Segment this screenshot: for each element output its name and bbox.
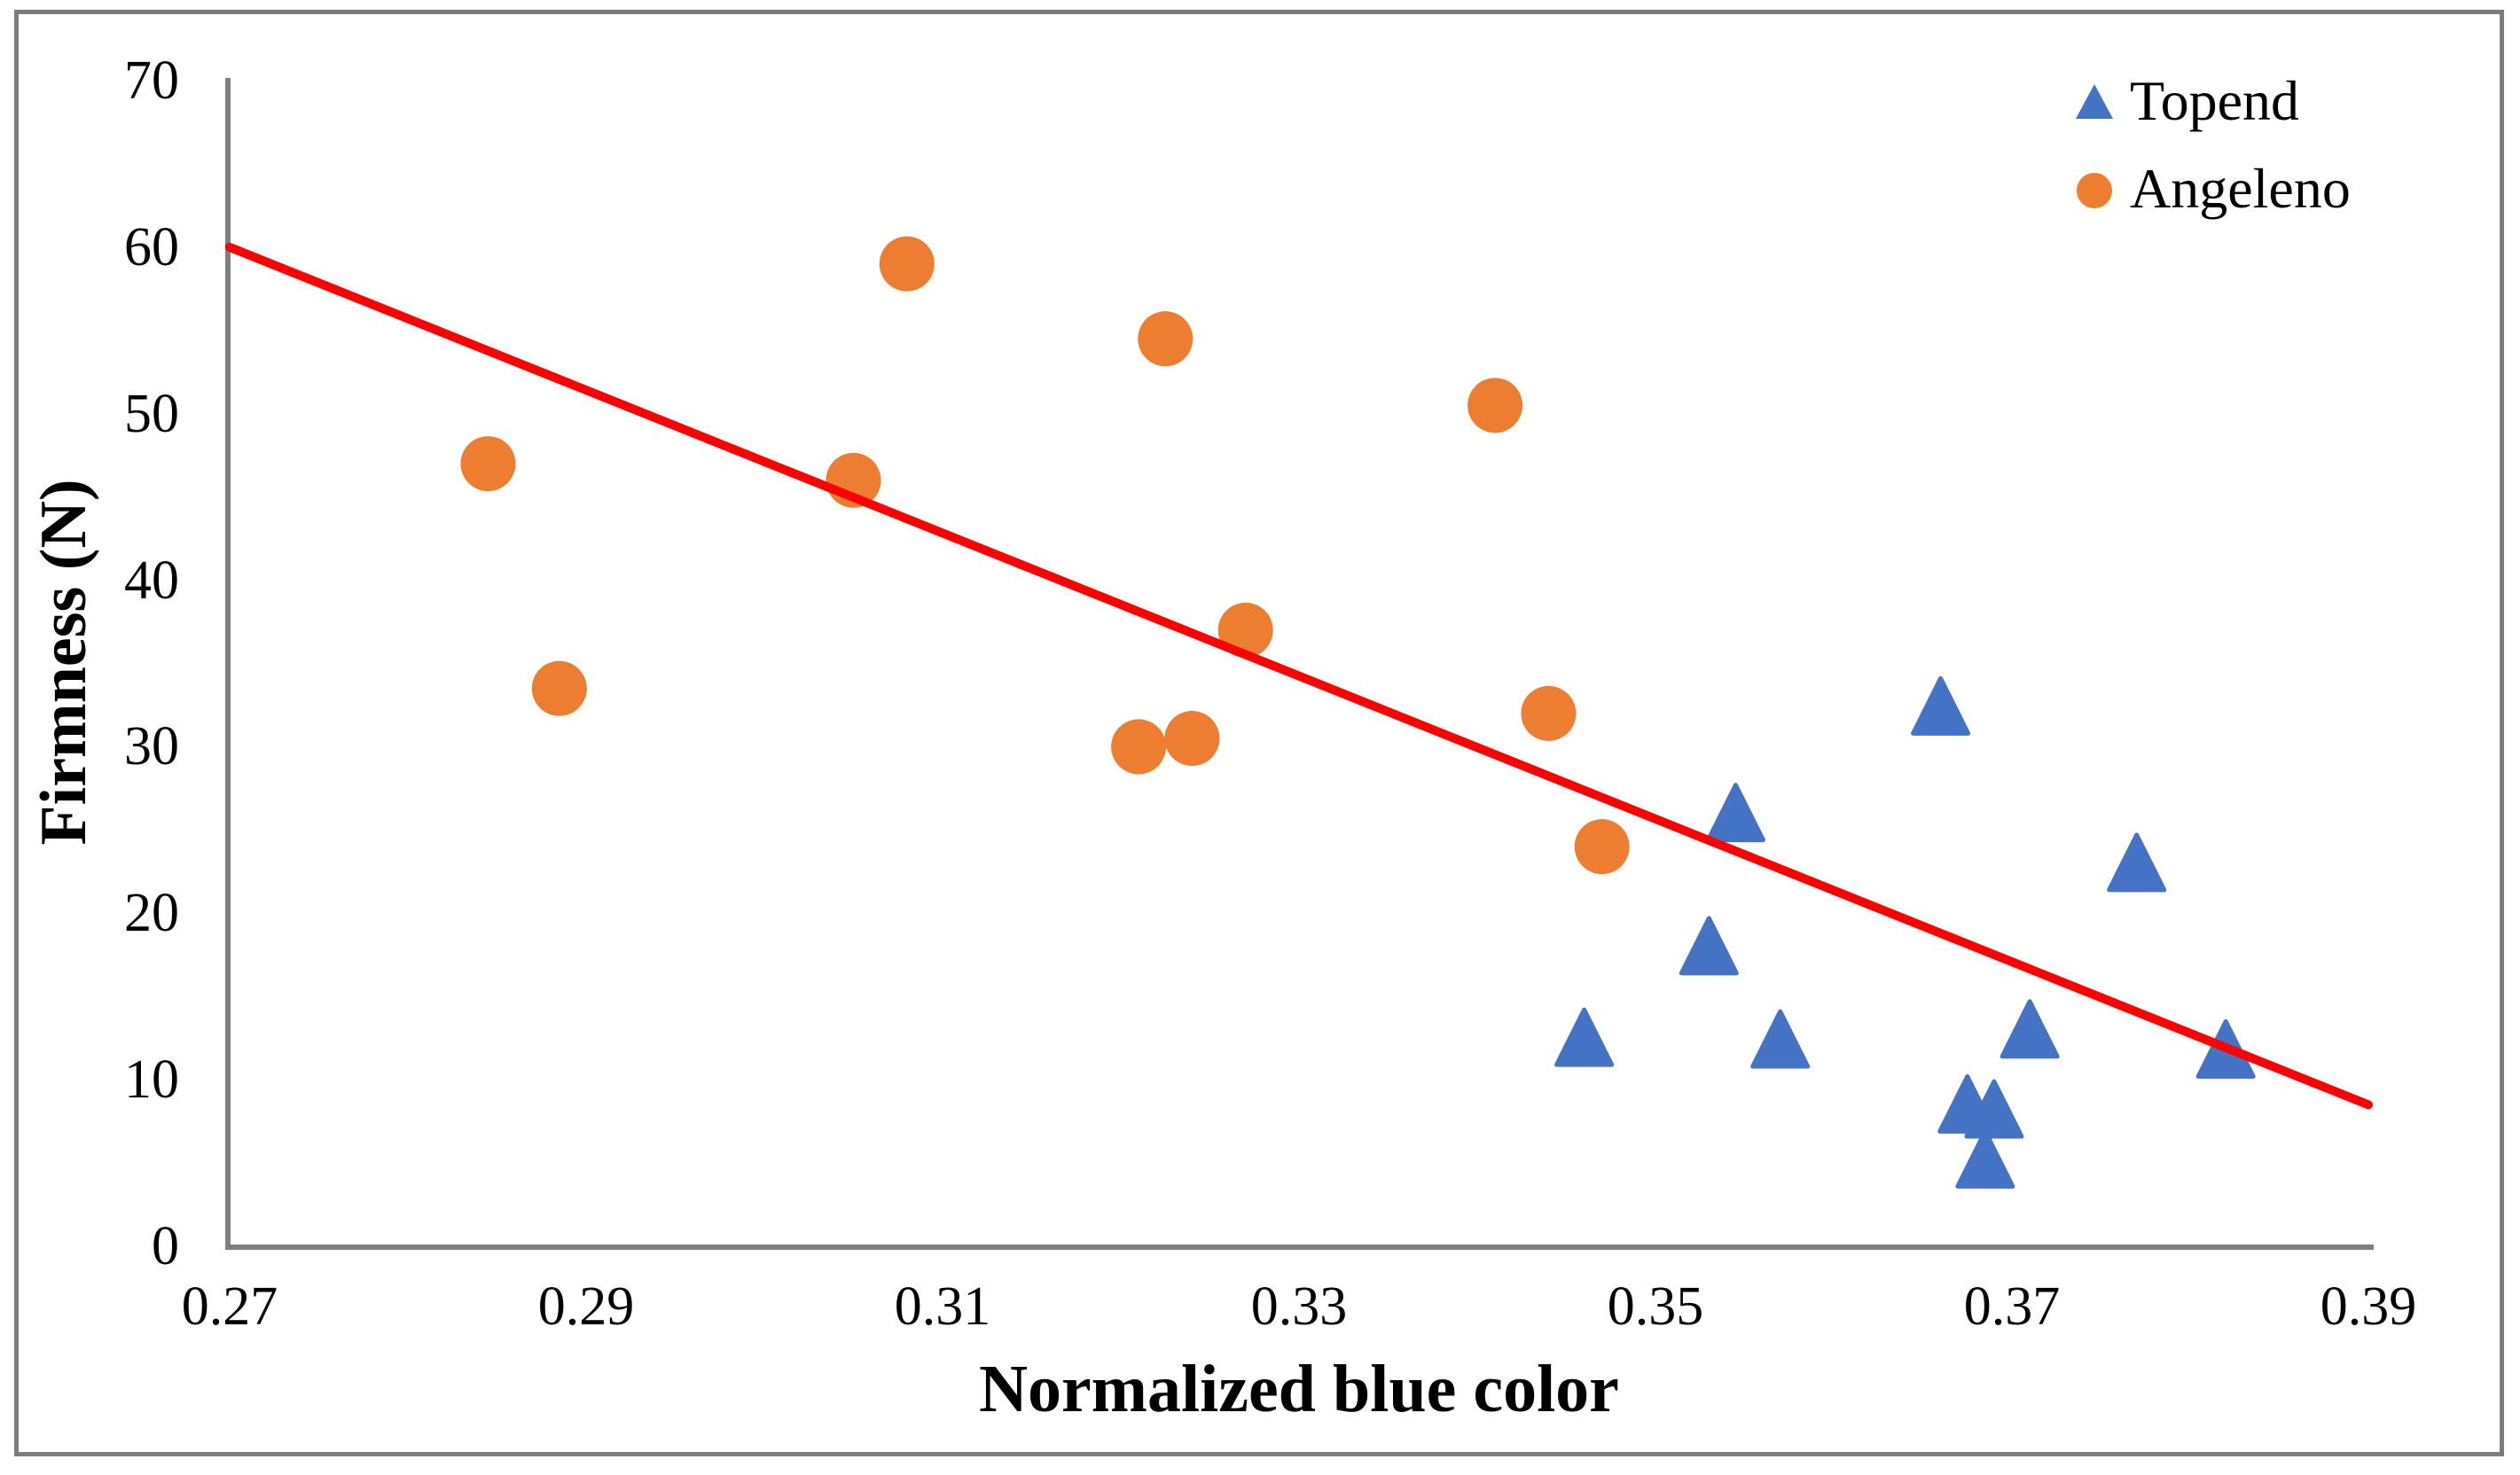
y-tick-label: 40 <box>124 550 179 611</box>
y-tick-label: 70 <box>124 51 179 111</box>
topend-data-point <box>2000 999 2060 1059</box>
y-axis-title: Firmness (N) <box>27 479 100 846</box>
topend-triangle-shape <box>2076 83 2113 119</box>
x-tick-label: 0.33 <box>1250 1276 1348 1337</box>
angeleno-circle-icon <box>2077 172 2112 208</box>
topend-data-point <box>1964 1079 2024 1139</box>
legend-label-angeleno: Angeleno <box>2130 157 2351 220</box>
angeleno-data-point <box>1138 311 1193 367</box>
x-tick-label: 0.39 <box>2320 1276 2417 1337</box>
legend-label-topend: Topend <box>2130 69 2300 132</box>
y-tick-label: 60 <box>124 216 179 277</box>
topend-data-point <box>1911 675 1971 736</box>
topend-data-point <box>2107 832 2167 893</box>
x-tick-label: 0.29 <box>537 1276 635 1337</box>
angeleno-circle-shape <box>2077 172 2112 208</box>
topend-triangle-icon <box>2076 83 2113 119</box>
x-tick-label: 0.37 <box>1963 1276 2061 1337</box>
y-tick-label: 20 <box>124 883 179 944</box>
angeleno-data-point <box>531 660 587 716</box>
y-tick-label: 50 <box>124 383 179 444</box>
trendline <box>225 242 2373 1110</box>
x-axis-title: Normalized blue color <box>979 1352 1619 1426</box>
angeleno-data-point <box>879 236 935 292</box>
y-axis-line <box>225 78 231 1250</box>
angeleno-data-point <box>1574 819 1630 875</box>
y-tick-label: 10 <box>124 1050 179 1111</box>
x-tick-label: 0.35 <box>1607 1276 1704 1337</box>
topend-data-point <box>1554 1007 1615 1067</box>
topend-data-point <box>1705 783 1765 843</box>
y-tick-label: 0 <box>152 1216 179 1276</box>
angeleno-data-point <box>1521 685 1577 741</box>
angeleno-data-point <box>1164 711 1220 767</box>
topend-data-point <box>1679 916 1739 976</box>
topend-data-point <box>1955 1128 2015 1189</box>
x-axis-line <box>225 1245 2374 1250</box>
legend-item-angeleno: Angeleno <box>2073 144 2351 232</box>
x-tick-label: 0.31 <box>894 1276 991 1337</box>
y-tick-label: 30 <box>124 716 179 777</box>
angeleno-data-point <box>1217 602 1273 658</box>
legend-item-topend: Topend <box>2073 57 2351 144</box>
angeleno-data-point <box>1467 378 1523 433</box>
angeleno-data-point <box>1111 719 1167 775</box>
angeleno-data-point <box>460 436 516 492</box>
legend: Topend Angeleno <box>2073 57 2351 232</box>
topend-data-point <box>1750 1009 1811 1069</box>
x-tick-label: 0.27 <box>181 1276 278 1337</box>
